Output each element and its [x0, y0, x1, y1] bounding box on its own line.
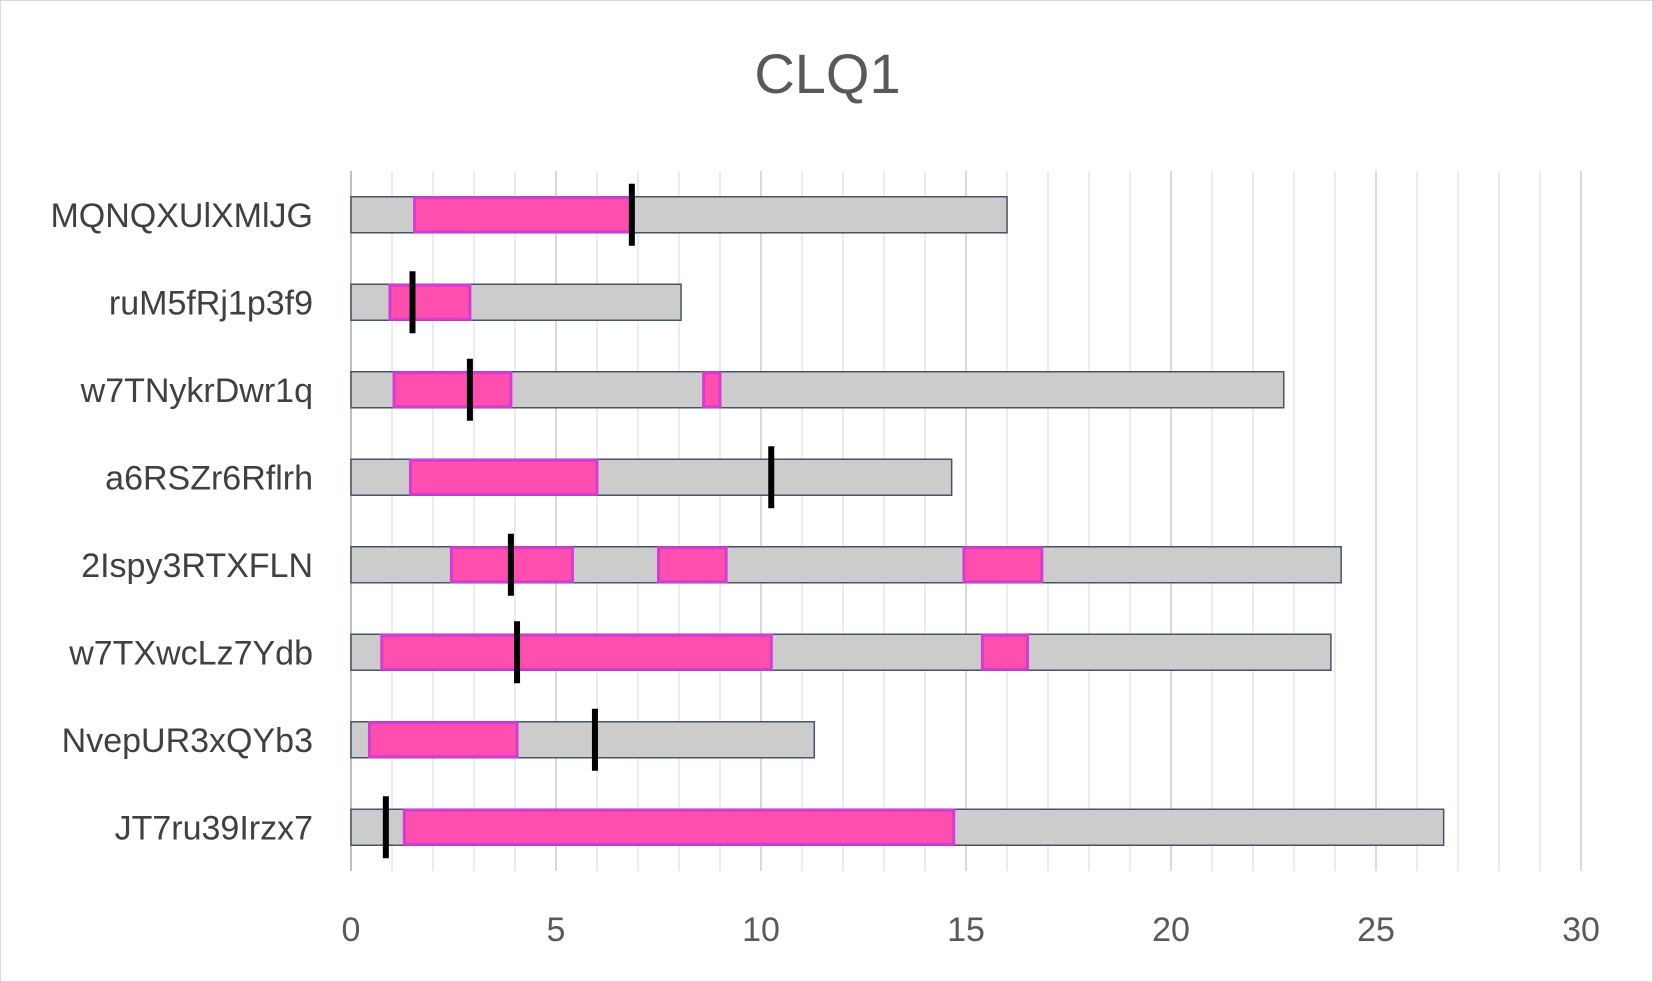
highlight-segment: [980, 633, 1030, 671]
highlight-segment: [413, 196, 634, 234]
label-layer: 0 5 10 15 20 25 30 MQNQXUlXMlJG ruM5fRj1p3f9 w7TN…: [50, 197, 1599, 949]
category-label: 2Ispy3RTXFLN: [81, 547, 313, 585]
x-tick-label: 15: [947, 911, 985, 949]
bar-layer: [350, 183, 1445, 859]
x-tick-label: 30: [1562, 911, 1600, 949]
x-tick-label: 10: [742, 911, 780, 949]
category-label: JT7ru39Irzx7: [115, 809, 313, 847]
highlight-segment: [392, 371, 513, 409]
category-label: NvepUR3xQYb3: [62, 722, 313, 760]
highlight-segment: [388, 283, 472, 321]
highlight-segment: [962, 546, 1044, 584]
x-tick-label: 0: [342, 911, 361, 949]
category-label: MQNQXUlXMlJG: [50, 197, 313, 235]
chart-title: CLQ1: [754, 42, 901, 105]
category-label: a6RSZr6Rflrh: [105, 459, 313, 497]
category-label: w7TNykrDwr1q: [80, 372, 313, 410]
grid-layer: [350, 171, 1582, 871]
highlight-segment: [702, 371, 722, 409]
highlight-segment: [408, 458, 599, 496]
highlight-segment: [367, 721, 519, 759]
highlight-segment: [402, 808, 956, 846]
x-tick-label: 25: [1357, 911, 1395, 949]
x-tick-label: 5: [547, 911, 566, 949]
highlight-segment: [657, 546, 728, 584]
category-label: ruM5fRj1p3f9: [109, 284, 313, 322]
highlight-segment: [380, 633, 773, 671]
category-label: w7TXwcLz7Ydb: [68, 634, 313, 672]
x-tick-label: 20: [1152, 911, 1190, 949]
